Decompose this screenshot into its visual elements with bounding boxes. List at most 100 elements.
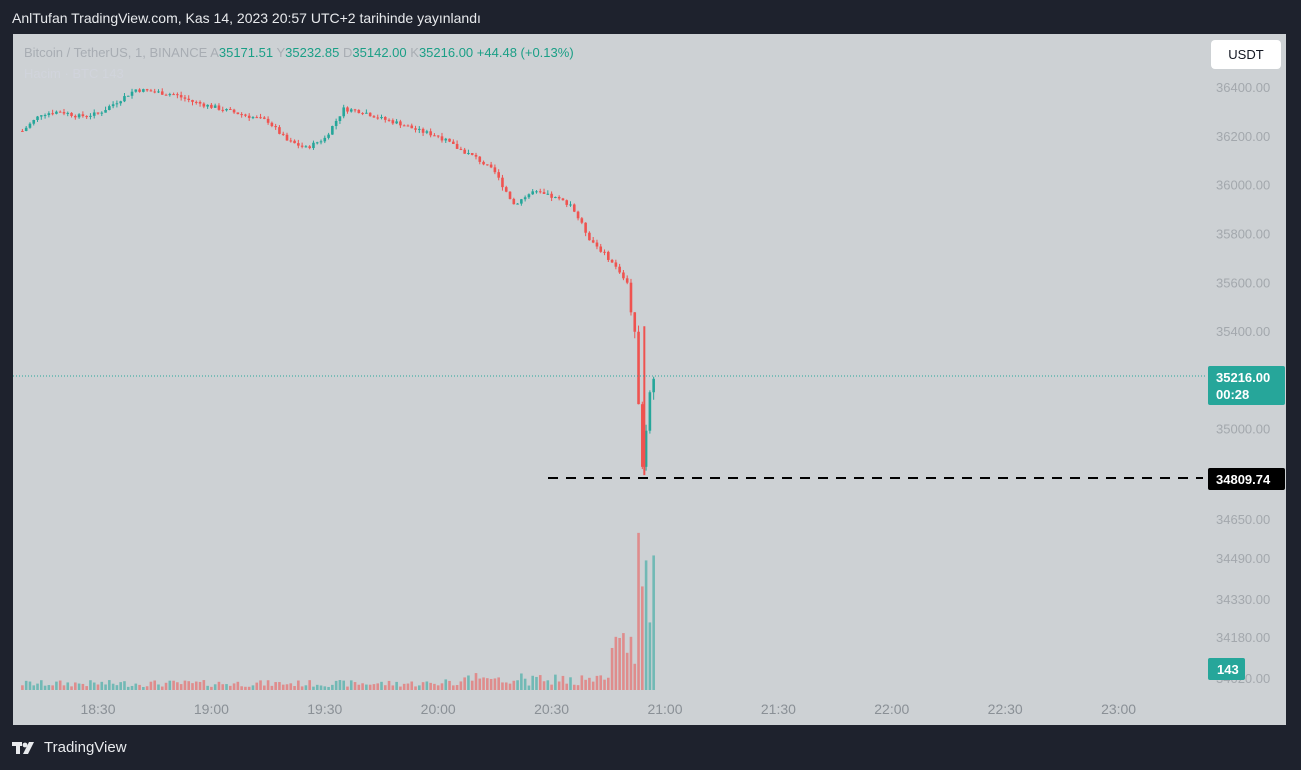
volume-bar: [51, 685, 54, 690]
candle-body: [244, 114, 247, 116]
volume-bar: [625, 652, 629, 690]
time-tick: 22:30: [988, 701, 1023, 717]
volume-bar: [410, 681, 414, 690]
volume-bar: [108, 680, 111, 690]
volume-bar: [145, 686, 149, 690]
volume-bar: [520, 673, 523, 690]
volume-bar: [244, 686, 247, 690]
volume-value: 143: [102, 66, 124, 81]
volume-bar: [217, 681, 221, 690]
candle-body: [134, 89, 138, 92]
candle-body: [58, 111, 62, 113]
candle-body: [157, 91, 160, 93]
candle-body: [304, 146, 308, 148]
candle-body: [599, 246, 603, 252]
volume-bar: [281, 684, 285, 690]
candlestick-chart[interactable]: 36400.00 36200.00 36000.00 35800.00 35600.00…: [13, 34, 1286, 725]
volume-bar: [482, 677, 485, 690]
volume-bar: [414, 686, 417, 690]
price-tick: 36000.00: [1216, 178, 1270, 193]
volume-bar: [508, 683, 512, 690]
candle-body: [365, 112, 368, 114]
high-label: Y: [276, 45, 286, 60]
candle-body: [85, 116, 88, 118]
candle-body: [425, 131, 429, 133]
candle-body: [554, 196, 557, 198]
volume-bar: [365, 684, 368, 690]
volume-bar: [641, 586, 644, 690]
candle-body: [436, 135, 440, 137]
volume-bar: [610, 647, 614, 690]
volume-bar: [429, 682, 432, 690]
chart-panel[interactable]: 36400.00 36200.00 36000.00 35800.00 35600.00…: [13, 34, 1286, 725]
candle-body: [111, 104, 115, 107]
volume-badge: 143: [1208, 658, 1245, 680]
volume-bar: [115, 685, 119, 690]
volume-bar: [323, 686, 327, 690]
volume-bar: [637, 532, 640, 690]
volume-bar: [349, 680, 353, 690]
currency-button[interactable]: USDT: [1211, 40, 1281, 69]
candle-body: [172, 94, 175, 96]
current-price-value: 35216.00: [1216, 370, 1270, 385]
volume-bar: [157, 684, 160, 690]
volume-bar: [391, 685, 395, 690]
volume-bar: [96, 684, 100, 690]
volume-bar: [607, 677, 610, 690]
candle-body: [372, 116, 376, 118]
candle-body: [225, 108, 228, 111]
candle-body: [213, 105, 217, 108]
volume-bar: [622, 633, 625, 690]
volume-bar: [535, 676, 538, 690]
candle-body: [376, 117, 380, 119]
volume-bar: [247, 686, 251, 690]
candle-countdown: 00:28: [1216, 387, 1249, 402]
candle-body: [607, 251, 610, 260]
volume-bar: [501, 682, 504, 690]
volume-bar: [554, 674, 557, 690]
candle-body: [21, 130, 24, 132]
volume-bar: [274, 682, 277, 690]
symbol-name[interactable]: Bitcoin / TetherUS, 1, BINANCE: [24, 45, 208, 60]
candle-body: [538, 191, 542, 193]
volume-bar: [561, 675, 565, 690]
candle-body: [535, 191, 538, 193]
volume-bar: [270, 685, 274, 690]
volume-label[interactable]: Hacim · BTC: [24, 66, 99, 81]
volume-bar: [126, 686, 130, 690]
candle-body: [43, 115, 47, 117]
candle-body: [391, 120, 395, 124]
time-tick: 20:00: [421, 701, 456, 717]
close-value: 35216.00: [418, 45, 474, 60]
time-axis[interactable]: 18:30 19:00 19:30 20:00 20:30 21:00 21:30 22:00…: [80, 701, 1136, 717]
volume-scale-tick: 34330.00: [1216, 592, 1270, 607]
volume-bar: [202, 680, 206, 690]
volume-bar: [153, 680, 156, 690]
volume-bar: [523, 678, 527, 690]
candle-body: [119, 101, 122, 104]
candle-body: [217, 105, 221, 110]
candle-body: [221, 109, 225, 111]
candle-body: [40, 115, 43, 117]
volume-bar: [470, 680, 474, 690]
candle-body: [251, 117, 255, 119]
candle-body: [410, 125, 414, 129]
volume-bar: [538, 675, 542, 690]
volume-bar: [58, 680, 62, 690]
volume-bar: [591, 681, 595, 690]
candle-body: [274, 126, 277, 128]
volume-bar: [584, 679, 587, 690]
volume-bar: [418, 685, 421, 690]
volume-bar: [315, 684, 319, 690]
volume-bar: [259, 680, 262, 690]
volume-bar: [21, 685, 24, 690]
volume-bar: [372, 684, 376, 690]
volume-bar: [183, 680, 187, 690]
volume-bar: [327, 686, 330, 690]
candle-body: [463, 149, 466, 154]
tradingview-footer[interactable]: TradingView: [12, 739, 127, 756]
candle-body: [444, 138, 448, 141]
candle-body: [353, 109, 357, 111]
volume-bar: [47, 685, 51, 690]
volume-bar: [406, 683, 410, 690]
